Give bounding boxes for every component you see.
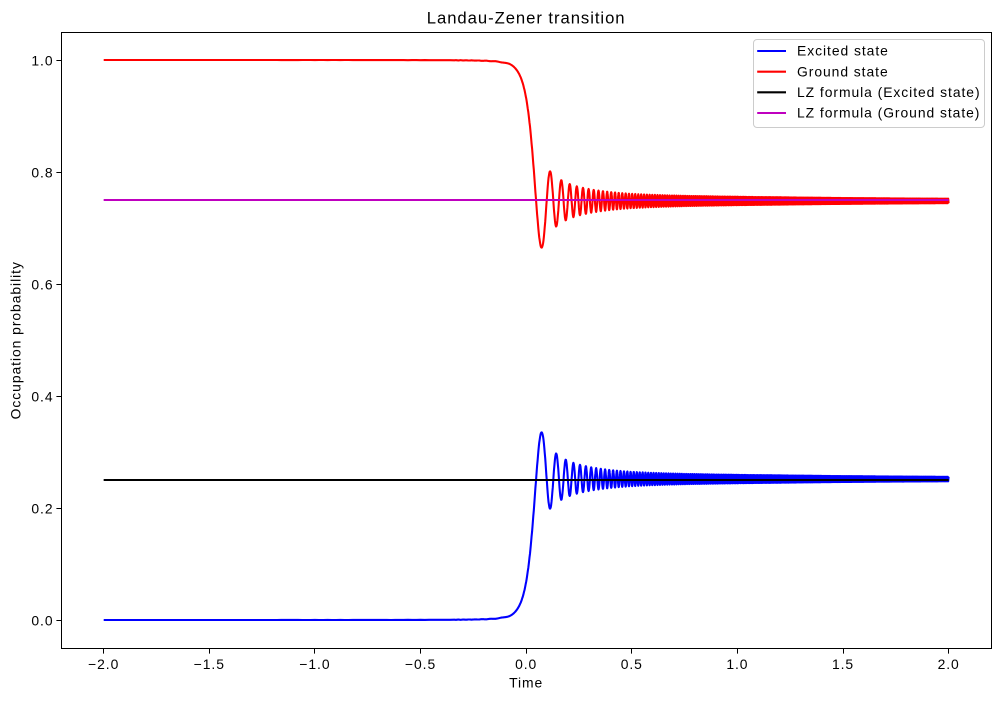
svg-text:Occupation probability: Occupation probability [7,261,23,419]
svg-text:1.0: 1.0 [31,52,53,68]
svg-text:LZ formula (Excited state): LZ formula (Excited state) [797,84,981,100]
svg-text:LZ formula (Ground state): LZ formula (Ground state) [797,105,980,121]
svg-text:−2.0: −2.0 [88,656,119,672]
svg-text:0.4: 0.4 [31,388,53,404]
svg-text:0.5: 0.5 [621,656,643,672]
svg-text:Excited state: Excited state [797,43,889,59]
svg-text:−1.5: −1.5 [194,656,225,672]
svg-text:0.8: 0.8 [31,164,53,180]
svg-text:0.0: 0.0 [515,656,537,672]
svg-text:0.2: 0.2 [31,500,53,516]
svg-text:Landau-Zener transition: Landau-Zener transition [427,9,626,28]
svg-text:2.0: 2.0 [938,656,960,672]
svg-text:1.0: 1.0 [726,656,748,672]
svg-text:Ground state: Ground state [797,63,889,79]
svg-text:0.0: 0.0 [31,612,53,628]
svg-text:Time: Time [509,675,543,691]
svg-text:1.5: 1.5 [832,656,854,672]
svg-text:−0.5: −0.5 [405,656,436,672]
svg-text:0.6: 0.6 [31,276,53,292]
svg-text:−1.0: −1.0 [299,656,330,672]
